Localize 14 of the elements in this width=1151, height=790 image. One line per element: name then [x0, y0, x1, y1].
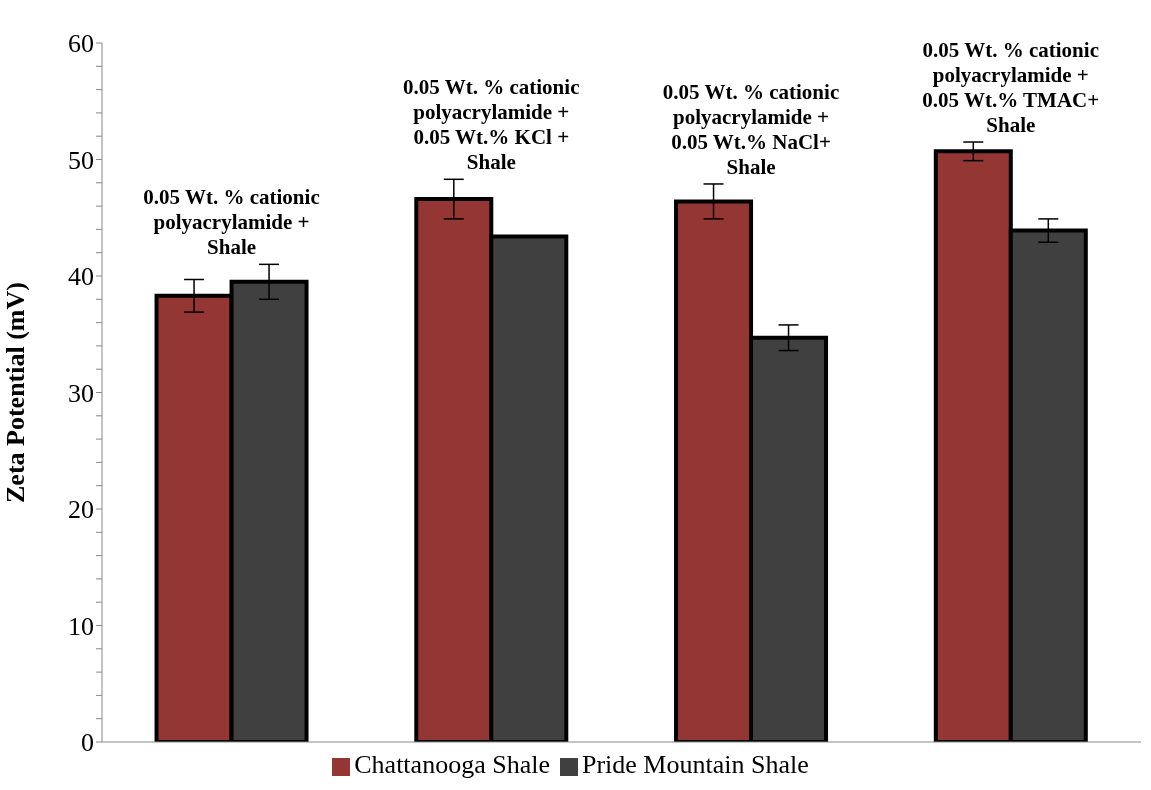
x-tick-label: 0.05 Wt. % cationic polyacrylamide + 0.05 Wt.% TMAC+ Shale [922, 38, 1100, 138]
y-tick-label: 0 [81, 728, 94, 758]
legend-label: Chattanooga Shale [354, 750, 550, 779]
x-tick-label: 0.05 Wt. % cationic polyacrylamide + Shale [143, 185, 320, 260]
y-axis-title: Zeta Potential (mV) [1, 282, 31, 503]
y-tick-label: 20 [68, 495, 94, 525]
y-tick-label: 50 [68, 145, 94, 175]
y-tick-label: 60 [68, 29, 94, 59]
y-tick-label: 10 [68, 611, 94, 641]
y-tick-label: 40 [68, 262, 94, 292]
x-tick-label: 0.05 Wt. % cationic polyacrylamide + 0.05 Wt.% KCl + Shale [403, 75, 580, 175]
x-tick-label: 0.05 Wt. % cationic polyacrylamide + 0.05 Wt.% NaCl+ Shale [662, 79, 840, 179]
y-tick-label: 30 [68, 378, 94, 408]
legend-label: Pride Mountain Shale [581, 750, 809, 779]
